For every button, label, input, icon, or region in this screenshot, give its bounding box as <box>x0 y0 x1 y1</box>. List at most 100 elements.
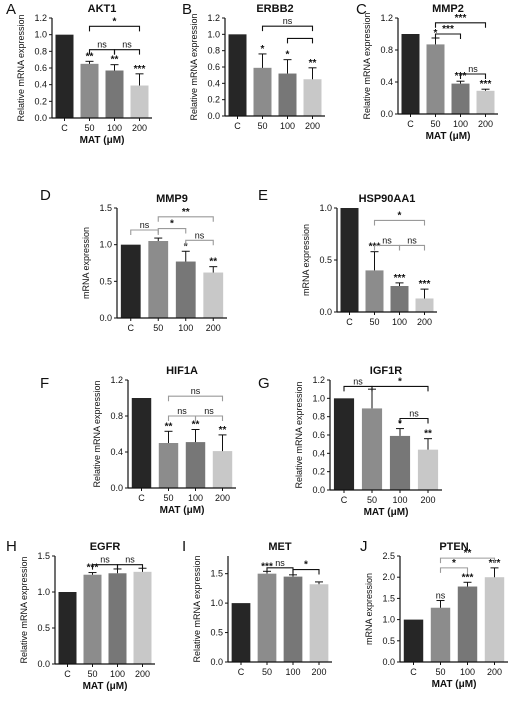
significance-bracket <box>292 568 320 575</box>
bar-C <box>120 244 141 318</box>
y-axis-label: Relative mRNA expression <box>294 381 304 488</box>
y-axis-label: Relative mRNA expression <box>16 14 26 121</box>
bar-C <box>131 398 152 488</box>
x-tick-label: C <box>64 669 71 679</box>
x-tick-label: 200 <box>206 323 221 333</box>
panel-f: F HIF1A ** ** ** 0.0 0.4 0.8 1.2 C 50 100 200 MAT (μM… <box>40 365 236 516</box>
x-tick-label: 50 <box>435 667 445 677</box>
panel-title: AKT1 <box>88 3 117 15</box>
bar-200 <box>476 90 495 114</box>
y-tick-label: 0.4 <box>207 78 220 88</box>
bar-significance-label: *** <box>462 572 474 583</box>
x-tick-label: 100 <box>392 495 407 505</box>
y-tick-label: 1.2 <box>380 13 393 23</box>
significance-bracket <box>185 239 214 246</box>
panel-i: I MET *** 0.0 0.5 1.0 1.5 C 50 100 200 Relative mRN… <box>182 538 332 677</box>
panel-title: PTEN <box>439 541 468 553</box>
bar-C <box>58 592 77 664</box>
y-tick-label: 0.8 <box>34 46 47 56</box>
x-tick-label: 100 <box>392 317 407 327</box>
y-tick-label: 0.6 <box>312 430 325 440</box>
bracket-label: * <box>113 16 117 27</box>
significance-bracket <box>398 244 426 251</box>
bar-50 <box>257 573 277 662</box>
bracket-label: ns <box>353 376 363 386</box>
panel-title: IGF1R <box>370 365 402 377</box>
y-tick-label: 0.4 <box>312 448 325 458</box>
y-tick-label: 0.5 <box>382 636 395 646</box>
y-tick-label: 0.0 <box>207 111 220 121</box>
y-axis-label: mRNA expression <box>301 224 311 296</box>
bracket-label: * <box>170 219 174 230</box>
y-axis-label: Relative mRNA expression <box>19 556 29 663</box>
bar-100 <box>105 70 124 118</box>
significance-bracket <box>371 385 429 392</box>
bar-200 <box>133 571 152 664</box>
bracket-label: ns <box>177 406 187 416</box>
bar-200 <box>203 272 224 318</box>
bar-200 <box>484 577 505 662</box>
panel-title: HIF1A <box>166 365 198 377</box>
bar-significance-label: ** <box>424 429 432 440</box>
y-tick-label: 0.5 <box>37 623 50 633</box>
y-tick-label: 0.2 <box>312 467 325 477</box>
x-tick-label: 200 <box>215 493 230 503</box>
x-tick-label: 100 <box>178 323 193 333</box>
y-tick-label: 0.0 <box>99 313 112 323</box>
bar-significance-label: ns <box>436 591 446 601</box>
significance-bracket <box>343 385 373 392</box>
y-tick-label: 0.5 <box>319 255 332 265</box>
y-tick-label: 0.2 <box>34 96 47 106</box>
bracket-label: ns <box>195 230 205 240</box>
bracket-label: ns <box>283 16 293 26</box>
bracket-label: * <box>452 558 456 569</box>
x-tick-label: C <box>238 667 245 677</box>
x-tick-label: 200 <box>478 119 493 129</box>
bar-significance-label: * <box>261 44 265 55</box>
significance-bracket <box>434 33 462 39</box>
x-axis-label: MAT (μM) <box>160 505 205 516</box>
bracket-label: ns <box>409 409 419 419</box>
bar-C <box>333 398 355 490</box>
bar-100 <box>457 586 478 662</box>
y-axis-label: Relative mRNA expression <box>192 555 202 662</box>
bar-significance-label: ** <box>192 420 200 431</box>
bar-100 <box>451 83 470 114</box>
y-tick-label: 2.5 <box>382 551 395 561</box>
x-tick-label: 100 <box>460 667 475 677</box>
panel-letter: D <box>40 187 51 204</box>
y-tick-label: 0.8 <box>380 45 393 55</box>
significance-bracket <box>113 49 141 55</box>
bar-50 <box>430 607 451 662</box>
significance-bracket <box>399 417 429 424</box>
y-tick-label: 0.6 <box>34 63 47 73</box>
bracket-label: ** <box>464 548 472 559</box>
x-axis-label: MAT (μM) <box>426 131 471 142</box>
bracket-label: ns <box>407 235 417 245</box>
panel-letter: A <box>6 1 16 18</box>
x-tick-label: C <box>234 121 241 131</box>
y-axis-label: Relative mRNA expression <box>92 380 102 487</box>
x-tick-label: 50 <box>84 123 94 133</box>
x-tick-label: 50 <box>153 323 163 333</box>
bar-200 <box>303 79 322 116</box>
y-tick-label: 1.2 <box>34 13 47 23</box>
bar-50 <box>365 270 384 312</box>
bracket-label: ns <box>382 235 392 245</box>
y-tick-label: 0.2 <box>207 95 220 105</box>
bar-significance-label: * <box>286 50 290 61</box>
y-tick-label: 0.0 <box>110 483 123 493</box>
panel-b: B ERBB2****0.00.20.40.60.81.01.2C 50 100 200… <box>182 1 325 131</box>
x-tick-label: C <box>410 667 417 677</box>
y-axis-label: mRNA expression <box>81 227 91 299</box>
x-tick-label: 200 <box>135 669 150 679</box>
x-tick-label: 100 <box>188 493 203 503</box>
y-tick-label: 1.0 <box>37 587 50 597</box>
bracket-label: ns <box>122 40 132 50</box>
bar-C <box>231 603 251 662</box>
panel-letter: F <box>40 375 49 392</box>
